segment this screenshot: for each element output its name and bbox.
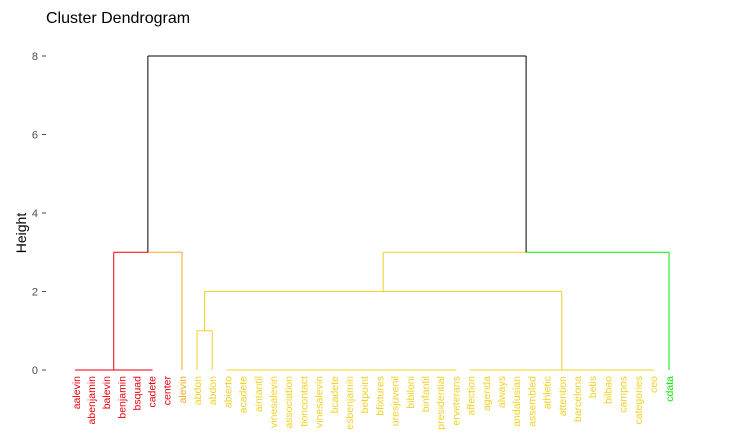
leaf-label: vinesalevin: [314, 376, 326, 428]
leaf-label: vinesalevin: [268, 376, 280, 428]
leaf-label: center: [162, 376, 174, 406]
y-tick-label: 4: [32, 208, 38, 220]
leaf-label: erveterans: [450, 376, 462, 426]
leaf-label: bcadete: [329, 376, 341, 414]
leaf-label: acadete: [238, 376, 250, 414]
leaf-label: benjamin: [116, 376, 128, 419]
leaf-label: esbenjamin: [344, 376, 356, 430]
leaf-label: abdon: [192, 376, 204, 405]
y-tick-label: 0: [32, 365, 38, 377]
y-tick-label: 8: [32, 51, 38, 63]
leaf-label: barcelona: [572, 376, 584, 422]
leaf-label: athletic: [542, 376, 554, 409]
leaf-label: cdata: [664, 376, 676, 402]
leaf-label: categories: [633, 376, 645, 424]
leaf-label: tioncontact: [298, 376, 310, 427]
y-tick-label: 6: [32, 130, 38, 142]
leaf-label: aintantil: [253, 376, 265, 412]
leaf-label: bilbao: [602, 376, 614, 404]
leaf-label: aalevin: [71, 376, 83, 409]
leaf-label: betpoint: [359, 376, 371, 413]
leaf-label: alevin: [177, 376, 189, 404]
leaf-label: betis: [587, 376, 599, 398]
leaf-label: bfixtures: [374, 376, 386, 416]
leaf-label: always: [496, 376, 508, 408]
leaf-label: abierto: [222, 376, 234, 408]
y-axis-label: Height: [13, 213, 29, 254]
leaf-label: attention: [557, 376, 569, 416]
chart-title: Cluster Dendrogram: [46, 10, 191, 27]
leaf-label: agenda: [481, 376, 493, 411]
leaf-label: bsquad: [131, 376, 143, 411]
leaf-label: bibiloni: [405, 376, 417, 409]
leaf-label: uresjuvenil: [390, 376, 402, 426]
leaf-label: abenjamin: [86, 376, 98, 425]
leaf-label: balevin: [101, 376, 113, 409]
leaf-label: cadete: [147, 376, 159, 408]
leaf-label: campos: [618, 376, 630, 413]
y-tick-label: 2: [32, 287, 38, 299]
leaf-label: ceo: [648, 376, 660, 393]
leaf-label: affection: [466, 376, 478, 416]
leaf-label: presidential: [435, 376, 447, 430]
leaf-label: binfantil: [420, 376, 432, 412]
leaf-label: association: [283, 376, 295, 429]
leaf-label: andalusian: [511, 376, 523, 427]
leaf-label: assembled: [526, 376, 538, 427]
leaf-label: abdon: [207, 376, 219, 405]
